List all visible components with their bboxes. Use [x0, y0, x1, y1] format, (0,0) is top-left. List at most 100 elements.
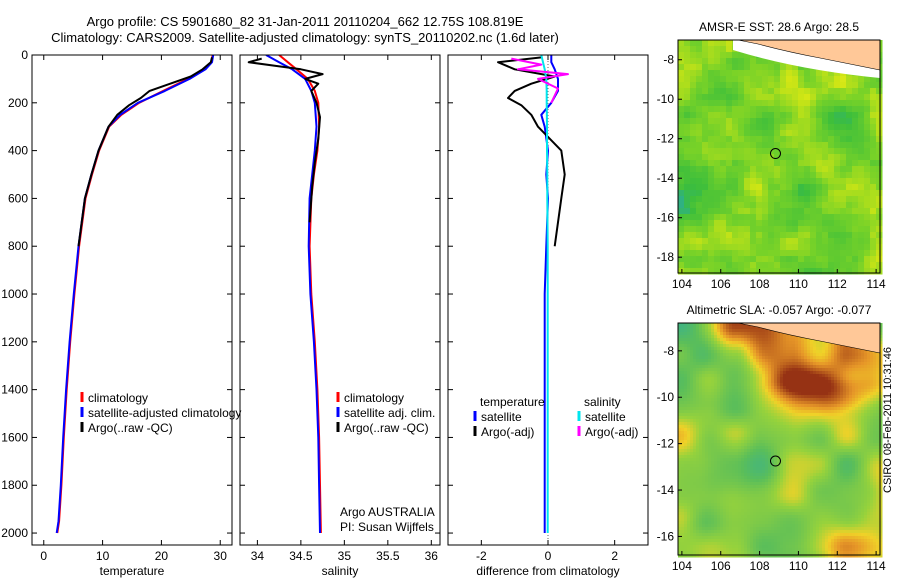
heatmap-cell: [804, 100, 811, 107]
heatmap-cell: [804, 262, 811, 269]
heatmap-cell: [795, 434, 799, 438]
heatmap-cell: [849, 410, 853, 414]
heatmap-cell: [696, 190, 703, 197]
heatmap-cell: [744, 401, 748, 405]
heatmap-cell: [717, 356, 721, 360]
heatmap-cell: [753, 443, 757, 447]
heatmap-cell: [714, 268, 721, 275]
heatmap-cell: [759, 362, 763, 366]
heatmap-cell: [690, 148, 697, 155]
heatmap-cell: [786, 428, 790, 432]
heatmap-cell: [738, 166, 745, 173]
heatmap-cell: [717, 386, 721, 390]
heatmap-cell: [783, 398, 787, 402]
heatmap-cell: [735, 323, 739, 327]
heatmap-cell: [828, 455, 832, 459]
heatmap-cell: [723, 437, 727, 441]
annotation-text: PI: Susan Wijffels: [340, 520, 434, 534]
heatmap-cell: [726, 452, 730, 456]
heatmap-cell: [684, 455, 688, 459]
heatmap-cell: [837, 380, 841, 384]
heatmap-cell: [822, 398, 826, 402]
heatmap-cell: [825, 434, 829, 438]
heatmap-cell: [771, 383, 775, 387]
heatmap-cell: [699, 365, 703, 369]
heatmap-cell: [735, 356, 739, 360]
heatmap-cell: [705, 353, 709, 357]
heatmap-cell: [723, 452, 727, 456]
heatmap-cell: [810, 470, 814, 474]
heatmap-cell: [792, 350, 796, 354]
heatmap-cell: [852, 256, 859, 263]
heatmap-cell: [765, 350, 769, 354]
heatmap-cell: [864, 467, 868, 471]
heatmap-cell: [738, 220, 745, 227]
heatmap-cell: [852, 413, 856, 417]
heatmap-cell: [810, 232, 817, 239]
heatmap-cell: [711, 383, 715, 387]
heatmap-cell: [738, 410, 742, 414]
heatmap-cell: [744, 407, 748, 411]
heatmap-cell: [849, 455, 853, 459]
heatmap-cell: [801, 473, 805, 477]
heatmap-cell: [870, 160, 877, 167]
heatmap-cell: [726, 446, 730, 450]
heatmap-cell: [729, 416, 733, 420]
heatmap-cell: [702, 359, 706, 363]
heatmap-cell: [822, 214, 829, 221]
heatmap-cell: [774, 467, 778, 471]
heatmap-cell: [732, 136, 739, 143]
heatmap-cell: [843, 419, 847, 423]
heatmap-cell: [810, 172, 817, 179]
heatmap-cell: [720, 395, 724, 399]
heatmap-cell: [750, 404, 754, 408]
heatmap-cell: [855, 389, 859, 393]
heatmap-cell: [834, 437, 838, 441]
heatmap-cell: [681, 470, 685, 474]
heatmap-cell: [681, 371, 685, 375]
heatmap-cell: [822, 220, 829, 227]
heatmap-cell: [726, 40, 733, 47]
heatmap-cell: [729, 422, 733, 426]
heatmap-cell: [738, 118, 745, 125]
heatmap-cell: [876, 208, 883, 215]
heatmap-cell: [792, 437, 796, 441]
heatmap-cell: [858, 437, 862, 441]
heatmap-cell: [699, 377, 703, 381]
heatmap-cell: [723, 344, 727, 348]
heatmap-cell: [756, 443, 760, 447]
heatmap-cell: [831, 398, 835, 402]
heatmap-cell: [681, 326, 685, 330]
heatmap-cell: [864, 190, 871, 197]
heatmap-cell: [735, 431, 739, 435]
heatmap-cell: [696, 374, 700, 378]
heatmap-cell: [759, 416, 763, 420]
heatmap-cell: [831, 410, 835, 414]
heatmap-cell: [687, 368, 691, 372]
series-group: [57, 55, 214, 533]
heatmap-cell: [726, 407, 730, 411]
heatmap-cell: [756, 386, 760, 390]
heatmap-cell: [753, 428, 757, 432]
heatmap-cell: [714, 148, 721, 155]
heatmap-cell: [756, 88, 763, 95]
heatmap-cell: [759, 329, 763, 333]
heatmap-cell: [804, 368, 808, 372]
heatmap-cell: [717, 446, 721, 450]
heatmap-cell: [768, 344, 772, 348]
heatmap-cell: [690, 82, 697, 89]
heatmap-cell: [750, 470, 754, 474]
heatmap-cell: [726, 268, 733, 275]
heatmap-cell: [729, 398, 733, 402]
heatmap-cell: [792, 341, 796, 345]
heatmap-cell: [819, 425, 823, 429]
heatmap-cell: [738, 467, 742, 471]
heatmap-cell: [711, 323, 715, 327]
heatmap-cell: [729, 407, 733, 411]
heatmap-cell: [795, 407, 799, 411]
heatmap-cell: [750, 410, 754, 414]
heatmap-cell: [822, 136, 829, 143]
heatmap-cell: [876, 371, 880, 375]
heatmap-cell: [714, 256, 721, 263]
heatmap-cell: [732, 238, 739, 245]
